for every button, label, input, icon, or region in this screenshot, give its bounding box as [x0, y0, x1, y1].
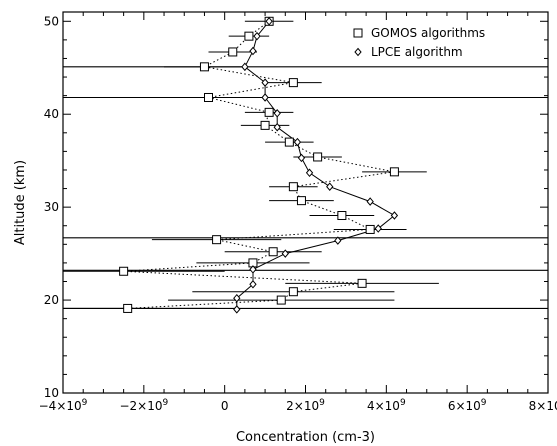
lpce-point: [273, 109, 281, 118]
legend: GOMOS algorithms LPCE algorithm: [353, 26, 485, 59]
lpce-point: [253, 31, 261, 41]
lpce-point: [265, 17, 273, 26]
gomos-point: [268, 247, 278, 257]
y-axis: 10 20 30 40 50: [44, 14, 548, 400]
lpce-point: [366, 197, 374, 206]
x-tick-label: −4×109: [39, 398, 88, 413]
gomos-point: [288, 182, 298, 192]
legend-gomos-marker: [353, 28, 363, 38]
gomos-point: [288, 78, 298, 88]
gomos-point: [365, 224, 375, 234]
lpce-point: [249, 46, 257, 56]
gomos-series-line: [123, 20, 395, 309]
gomos-point: [264, 107, 274, 117]
gomos-point: [389, 167, 399, 177]
gomos-point: [119, 266, 129, 276]
lpce-point: [374, 224, 382, 233]
lpce-point: [241, 62, 249, 72]
lpce-point: [334, 236, 342, 245]
gomos-point: [296, 196, 306, 206]
lpce-point: [297, 153, 306, 163]
x-tick-label: 6×109: [448, 398, 487, 413]
legend-lpce-marker: [354, 47, 362, 57]
gomos-point: [123, 303, 133, 313]
x-tick-label: −2×109: [119, 398, 168, 413]
lpce-point: [261, 93, 269, 102]
lpce-point: [326, 182, 334, 191]
gomos-point: [276, 295, 286, 305]
lpce-point: [249, 265, 257, 274]
x-axis: −4×109 −2×109 0 2×109 4×109 6×109 8×109: [39, 12, 557, 413]
gomos-point: [357, 278, 367, 288]
y-tick-label: 10: [44, 386, 59, 400]
lpce-point: [249, 280, 257, 289]
lpce-point: [293, 137, 302, 147]
y-tick-label: 40: [44, 107, 59, 121]
lpce-point: [305, 168, 314, 178]
gomos-point: [313, 152, 323, 162]
legend-lpce-label: LPCE algorithm: [371, 45, 463, 59]
x-tick-label: 2×109: [286, 398, 325, 413]
lpce-point: [390, 211, 399, 220]
lpce-point: [233, 305, 241, 314]
lpce-point: [261, 78, 269, 87]
lpce-point: [273, 122, 281, 132]
gomos-point: [337, 211, 347, 221]
y-axis-label: Altitude (km): [13, 160, 28, 245]
lpce-series-line: [236, 20, 396, 310]
y-tick-label: 50: [44, 14, 59, 28]
gomos-point: [288, 287, 298, 297]
plot-area: [62, 11, 549, 394]
gomos-point: [260, 120, 270, 130]
y-tick-label: 30: [44, 200, 59, 214]
lpce-point: [281, 249, 289, 258]
gomos-point: [284, 137, 294, 147]
lpce-point: [233, 293, 241, 303]
x-tick-label: 4×109: [367, 398, 406, 413]
legend-gomos-label: GOMOS algorithms: [371, 26, 485, 40]
x-tick-label: 8×109: [529, 398, 557, 413]
gomos-point: [204, 92, 213, 102]
x-tick-label: 0: [221, 399, 229, 413]
gomos-point: [244, 31, 254, 41]
y-tick-label: 20: [44, 293, 59, 307]
x-axis-label: Concentration (cm-3): [236, 430, 375, 445]
gomos-point: [228, 47, 238, 57]
gomos-point: [212, 235, 222, 245]
gomos-point: [199, 62, 209, 72]
